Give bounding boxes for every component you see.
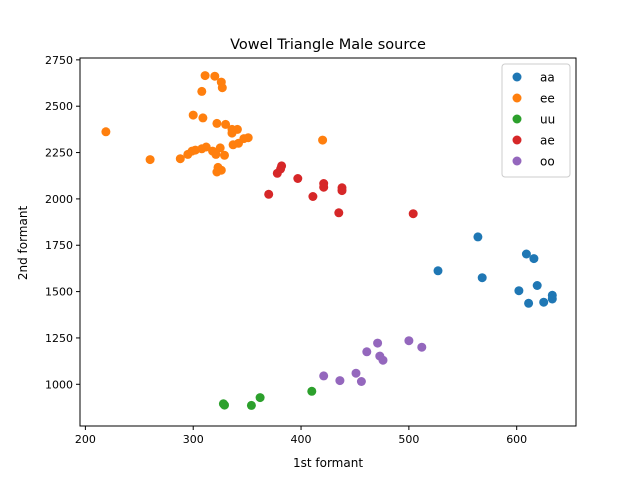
data-point-aa [521,249,531,259]
y-tick-label: 2500 [45,100,73,113]
data-point-uu [220,400,229,410]
legend-label-ee: ee [540,92,555,106]
legend-marker-ee [512,93,522,103]
data-point-aa [477,273,487,283]
data-point-ae [408,209,418,219]
y-axis-label: 2nd formant [16,206,30,281]
legend-marker-uu [512,114,522,124]
data-point-aa [529,254,539,264]
legend: aa ee uu ae oo [501,63,571,178]
axes-frame [79,57,577,427]
data-point-ae [337,186,347,196]
y-tick-label: 2750 [45,54,73,67]
data-point-aa [524,298,534,308]
legend-marker-ae [512,135,522,145]
x-tick-label: 300 [183,433,204,446]
plot-area: 200 300 400 500 600 1000 1250 1500 1750 2000 2250 2… [45,54,577,446]
data-point-uu [307,386,317,396]
legend-label-ae: ae [540,134,555,148]
series-uu [218,386,317,410]
y-tick-label: 1000 [45,378,73,391]
series-ee [101,71,328,177]
data-point-ee [212,118,222,128]
data-point-ee [210,71,220,81]
data-point-ee [221,119,231,129]
data-point-aa [433,266,443,276]
data-point-ee [318,135,328,145]
data-point-uu [255,393,265,403]
x-tick-label: 600 [506,433,527,446]
data-point-oo [351,368,361,378]
y-tick-label: 2250 [45,147,73,160]
data-point-ee [183,149,193,159]
data-point-oo [417,342,427,352]
x-tick-label: 500 [398,433,419,446]
y-tick-label: 1250 [45,332,73,345]
data-point-ee [200,71,210,81]
data-point-ee [217,83,227,93]
data-point-aa [473,232,483,242]
data-point-ee [220,150,229,160]
data-point-aa [532,281,542,290]
legend-label-uu: uu [540,113,555,127]
data-point-oo [335,376,345,386]
data-point-ee [212,167,222,177]
data-point-uu [246,400,256,410]
data-point-ae [264,189,274,199]
data-point-oo [319,371,329,381]
data-point-ee [188,110,198,120]
legend-marker-oo [512,156,522,166]
data-point-ee [175,154,185,164]
data-point-ae [334,208,344,218]
legend-box [501,63,571,178]
series-aa [433,232,557,308]
y-tick-label: 2000 [45,193,73,206]
series-oo [319,336,427,386]
chart-title: Vowel Triangle Male source [230,37,426,53]
data-point-ee [101,127,111,137]
data-point-ee [145,155,155,165]
legend-label-oo: oo [540,155,555,169]
x-tick-label: 400 [291,433,312,446]
data-point-ee [243,133,253,143]
legend-marker-aa [512,72,522,82]
data-point-ae [308,192,318,201]
data-point-ee [198,113,208,123]
y-tick-label: 1750 [45,239,73,252]
y-tick-label: 1500 [45,286,73,299]
data-point-ae [272,168,282,178]
legend-label-aa: aa [540,71,555,85]
data-point-oo [356,377,366,386]
data-point-oo [378,355,388,365]
data-point-ee [227,128,237,138]
data-point-ae [293,174,303,183]
data-point-oo [373,338,383,348]
data-point-aa [539,297,549,307]
data-point-oo [404,336,414,346]
data-point-ee [197,86,207,96]
series-ae [264,161,418,219]
data-point-oo [362,347,372,357]
data-point-ee [228,140,238,150]
data-point-ee [211,149,221,159]
data-point-aa [514,286,524,296]
data-point-ee [215,143,225,153]
data-point-aa [547,294,557,304]
data-point-ae [319,182,329,192]
x-axis-label: 1st formant [293,456,363,470]
x-tick-label: 200 [75,433,96,446]
